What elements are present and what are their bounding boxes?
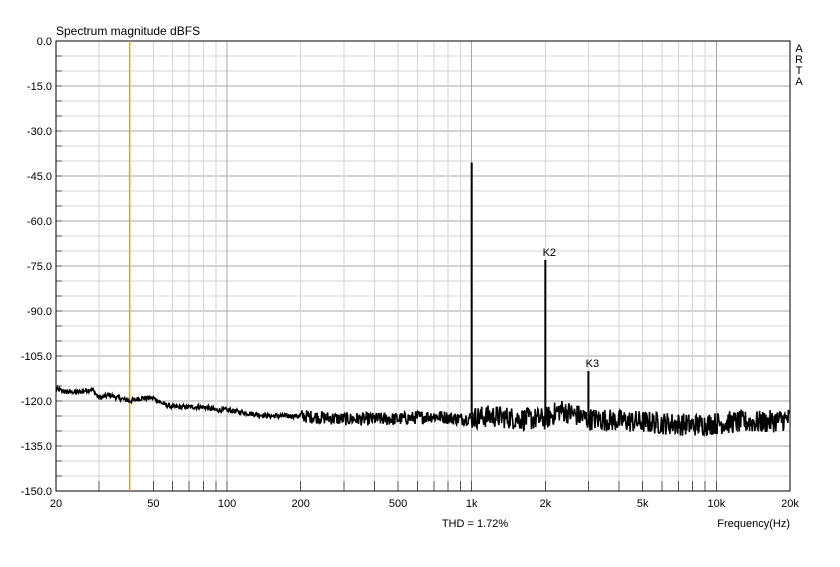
x-tick-label: 20 [50, 498, 62, 510]
y-tick-label: -135.0 [21, 441, 52, 453]
x-tick-labels: 20 50 100 200 500 1k 2k 5k 10k 20k [50, 498, 799, 510]
y-tick-labels: 0.0 -15.0 -30.0 -45.0 -60.0 -75.0 -90.0 -105.0 -… [21, 36, 52, 498]
y-tick-label: -120.0 [21, 396, 52, 408]
peak-label-k3: K3 [586, 358, 599, 370]
chart-title: Spectrum magnitude dBFS [56, 24, 200, 38]
side-letter: R [795, 54, 803, 66]
y-tick-label: -30.0 [27, 126, 52, 138]
y-tick-label: -105.0 [21, 351, 52, 363]
x-tick-label: 20k [781, 498, 799, 510]
x-axis-label: Frequency(Hz) [717, 518, 790, 530]
peak-label-k2: K2 [543, 247, 556, 259]
y-tick-label: 0.0 [37, 36, 52, 48]
y-tick-label: -45.0 [27, 171, 52, 183]
side-letter: A [795, 43, 803, 55]
plot-area: K2 K3 [55, 41, 791, 491]
x-tick-label: 10k [707, 498, 725, 510]
x-tick-label: 500 [389, 498, 407, 510]
y-tick-label: -75.0 [27, 261, 52, 273]
side-letter: T [796, 65, 803, 77]
thd-annotation: THD = 1.72% [442, 518, 509, 530]
x-tick-label: 100 [218, 498, 236, 510]
grid [55, 40, 791, 492]
y-tick-label: -90.0 [27, 306, 52, 318]
plot-frame [55, 40, 791, 492]
x-tick-label: 1k [466, 498, 478, 510]
x-tick-label: 2k [540, 498, 552, 510]
y-tick-label: -150.0 [21, 486, 52, 498]
y-tick-label: -15.0 [27, 81, 52, 93]
x-tick-label: 5k [637, 498, 649, 510]
y-tick-label: -60.0 [27, 216, 52, 228]
noise-floor-series [55, 384, 791, 437]
x-tick-label: 50 [147, 498, 159, 510]
side-letter: A [795, 76, 803, 88]
x-tick-label: 200 [291, 498, 309, 510]
